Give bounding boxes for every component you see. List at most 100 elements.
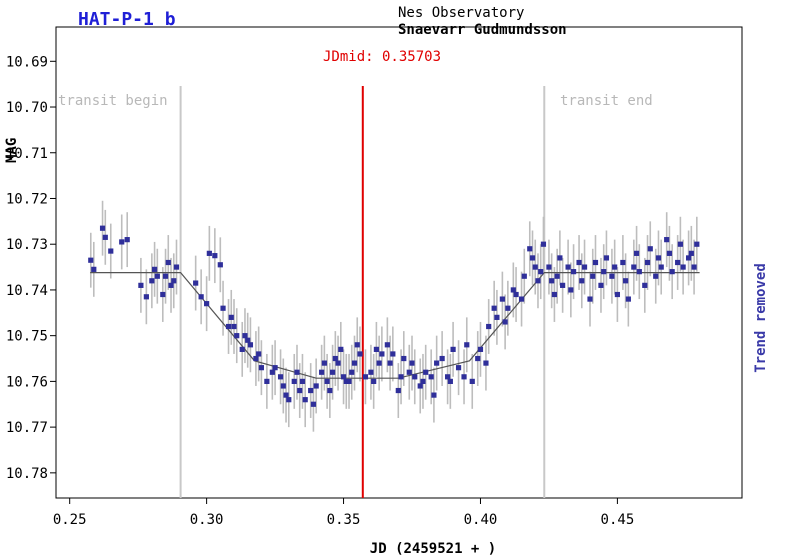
x-tick-label: 0.40	[464, 512, 498, 528]
data-point	[220, 305, 226, 311]
data-point	[491, 305, 497, 311]
y-tick-label: 10.78	[6, 466, 48, 482]
data-point	[349, 369, 355, 375]
data-point	[242, 333, 248, 339]
data-point	[483, 360, 489, 366]
data-point	[269, 369, 275, 375]
data-point	[256, 351, 262, 357]
y-axis-label: MAG	[4, 138, 20, 163]
data-point	[532, 264, 538, 270]
data-point	[124, 237, 130, 243]
data-point	[321, 360, 327, 366]
data-point	[590, 273, 596, 279]
y-tick-label: 10.69	[6, 54, 48, 70]
data-point	[612, 264, 618, 270]
data-point	[198, 294, 204, 300]
data-point	[283, 392, 289, 398]
data-point	[206, 250, 212, 256]
data-point	[623, 278, 629, 284]
y-tick-label: 10.76	[6, 374, 48, 390]
data-point	[239, 346, 245, 352]
data-point	[669, 269, 675, 275]
jdmid-label: JDmid: 0.35703	[323, 49, 441, 65]
data-point	[228, 314, 234, 320]
transit-begin-label: transit begin	[58, 93, 168, 109]
y-tick-label: 10.72	[6, 191, 48, 207]
data-point	[302, 397, 308, 403]
data-point	[447, 378, 453, 384]
data-point	[373, 346, 380, 352]
data-point	[308, 387, 314, 394]
data-point	[431, 392, 437, 398]
x-tick-label: 0.45	[601, 512, 635, 528]
data-point	[685, 255, 692, 261]
data-point	[151, 266, 158, 272]
data-point	[546, 264, 552, 270]
data-point	[138, 282, 144, 288]
data-point	[658, 264, 664, 270]
data-point	[461, 374, 467, 380]
y-tick-label: 10.70	[6, 100, 48, 116]
data-point	[329, 369, 336, 375]
data-point	[521, 273, 527, 279]
data-point	[680, 264, 686, 270]
data-point	[417, 383, 423, 389]
data-point	[277, 374, 284, 380]
data-point	[217, 262, 223, 268]
data-point	[598, 282, 604, 288]
data-point	[486, 323, 492, 330]
data-point	[357, 351, 363, 357]
data-point	[549, 278, 555, 284]
data-point	[272, 365, 278, 371]
model-fit	[90, 272, 700, 379]
data-point	[143, 294, 149, 300]
data-point	[642, 282, 648, 288]
data-point	[644, 259, 651, 266]
data-point	[343, 378, 349, 384]
data-point	[587, 296, 593, 302]
data-points	[88, 225, 700, 407]
data-point	[102, 234, 108, 240]
data-point	[362, 374, 369, 380]
data-point	[88, 257, 94, 263]
data-point	[568, 287, 574, 293]
data-point	[346, 378, 352, 384]
data-point	[614, 291, 620, 298]
data-point	[565, 264, 571, 270]
observatory-name: Nes Observatory	[398, 5, 524, 21]
data-point	[510, 287, 516, 293]
data-point	[398, 374, 404, 380]
data-point	[609, 273, 615, 279]
data-point	[280, 383, 286, 389]
data-point	[513, 291, 519, 298]
data-point	[231, 323, 237, 330]
data-point	[455, 365, 462, 371]
observer-name: Snaevarr Gudmundsson	[398, 22, 567, 38]
data-point	[576, 259, 582, 266]
data-point	[212, 253, 218, 259]
data-point	[420, 378, 426, 384]
data-point	[688, 250, 694, 256]
data-point	[319, 369, 325, 375]
data-point	[518, 296, 525, 302]
data-point	[193, 280, 199, 286]
data-point	[664, 237, 670, 243]
data-point	[603, 255, 610, 261]
data-point	[204, 301, 210, 307]
data-point	[168, 282, 174, 288]
data-point	[264, 378, 270, 384]
data-point	[412, 374, 418, 380]
data-point	[91, 266, 97, 272]
data-point	[579, 278, 585, 284]
data-point	[409, 360, 415, 366]
data-point	[423, 369, 429, 375]
data-point	[647, 246, 653, 252]
data-point	[439, 355, 445, 362]
data-point	[464, 342, 470, 348]
data-point	[560, 282, 566, 288]
y-tick-label: 10.71	[6, 146, 48, 162]
data-point	[633, 250, 640, 256]
data-point	[694, 241, 700, 247]
data-point	[538, 269, 544, 275]
